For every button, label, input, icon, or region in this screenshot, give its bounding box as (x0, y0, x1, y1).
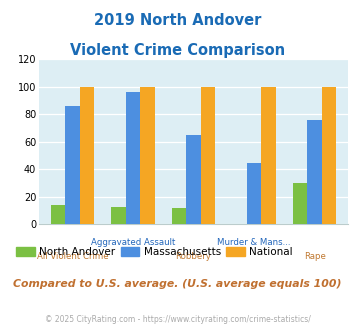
Text: Violent Crime Comparison: Violent Crime Comparison (70, 43, 285, 58)
Text: Rape: Rape (304, 252, 326, 261)
Bar (247, 162, 261, 224)
Bar (126, 92, 140, 224)
Bar (65, 106, 80, 224)
Text: Robbery: Robbery (175, 252, 212, 261)
Bar (172, 208, 186, 224)
Bar (307, 120, 322, 224)
Text: © 2025 CityRating.com - https://www.cityrating.com/crime-statistics/: © 2025 CityRating.com - https://www.city… (45, 315, 310, 324)
Bar (261, 87, 276, 224)
Text: All Violent Crime: All Violent Crime (37, 252, 108, 261)
Text: Murder & Mans...: Murder & Mans... (217, 238, 291, 247)
Bar (186, 135, 201, 224)
Bar (50, 205, 65, 224)
Legend: North Andover, Massachusetts, National: North Andover, Massachusetts, National (12, 243, 297, 261)
Bar (80, 87, 94, 224)
Bar (201, 87, 215, 224)
Bar (140, 87, 155, 224)
Text: Aggravated Assault: Aggravated Assault (91, 238, 175, 247)
Bar (322, 87, 337, 224)
Text: Compared to U.S. average. (U.S. average equals 100): Compared to U.S. average. (U.S. average … (13, 279, 342, 289)
Bar (293, 183, 307, 224)
Text: 2019 North Andover: 2019 North Andover (94, 13, 261, 28)
Bar (111, 207, 126, 224)
